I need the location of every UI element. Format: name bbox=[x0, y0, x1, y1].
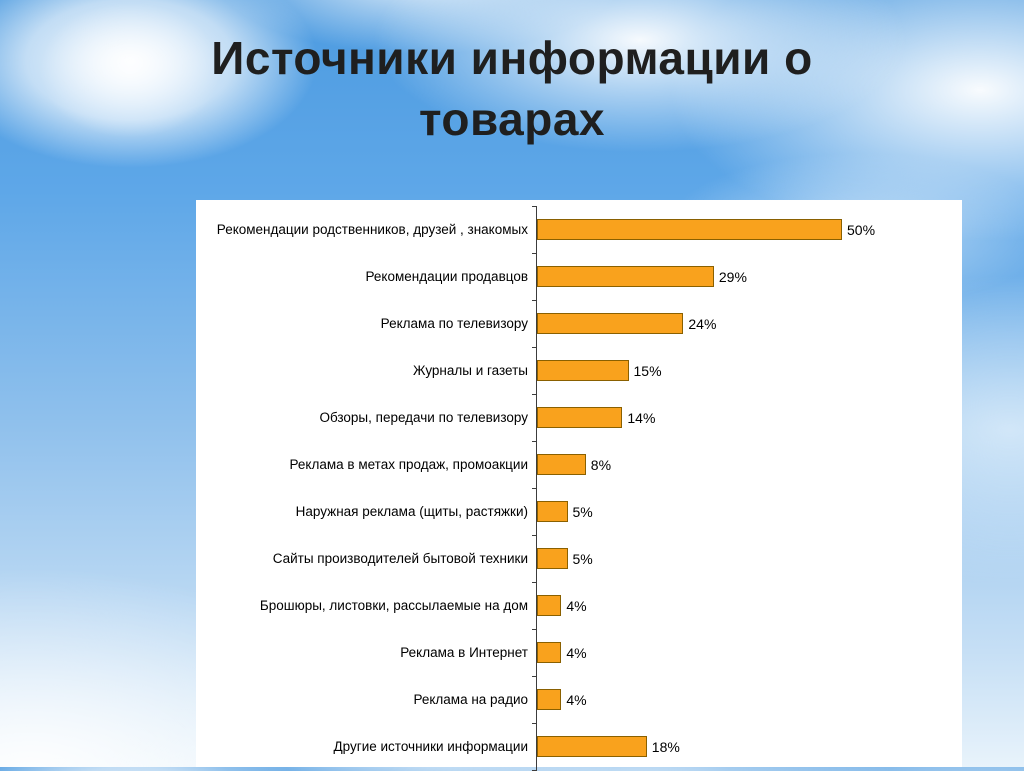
bar-area: 15% bbox=[532, 347, 950, 395]
value-label: 14% bbox=[627, 409, 656, 426]
chart-row: Реклама на радио 4% bbox=[206, 676, 950, 724]
bar-area: 5% bbox=[532, 488, 950, 536]
category-label: Другие источники информации bbox=[333, 738, 528, 754]
value-label: 15% bbox=[633, 362, 662, 379]
chart-row: Рекомендации родственников, друзей , зна… bbox=[206, 205, 950, 254]
value-label: 18% bbox=[651, 738, 680, 755]
chart-row: Другие источники информации 18% bbox=[206, 723, 950, 771]
bar-area: 18% bbox=[532, 723, 950, 771]
bar-area: 4% bbox=[532, 582, 950, 630]
category-label: Брошюры, листовки, рассылаемые на дом bbox=[259, 597, 528, 613]
chart-row: Рекомендации продавцов 29% bbox=[206, 253, 950, 301]
category-label: Обзоры, передачи по телевизору bbox=[319, 409, 528, 425]
bar-area: 4% bbox=[532, 676, 950, 724]
bar-area: 8% bbox=[532, 441, 950, 489]
value-label: 5% bbox=[572, 503, 593, 520]
value-label: 8% bbox=[590, 456, 612, 473]
category-label: Наружная реклама (щиты, растяжки) bbox=[295, 503, 528, 519]
bar bbox=[537, 313, 684, 334]
value-label: 5% bbox=[572, 550, 593, 567]
chart-row: Сайты производителей бытовой техники 5% bbox=[206, 535, 950, 583]
chart-row: Брошюры, листовки, рассылаемые на дом 4% bbox=[206, 582, 950, 630]
bar bbox=[537, 454, 586, 475]
chart-row: Журналы и газеты 15% bbox=[206, 347, 950, 395]
bar bbox=[537, 689, 562, 710]
bar-area: 4% bbox=[532, 629, 950, 677]
bar-area: 29% bbox=[532, 253, 950, 301]
bar bbox=[537, 266, 714, 287]
bar-area: 14% bbox=[532, 394, 950, 442]
category-label: Реклама по телевизору bbox=[380, 315, 528, 331]
category-label: Рекомендации продавцов bbox=[365, 268, 528, 284]
bar bbox=[537, 595, 562, 616]
bar bbox=[537, 642, 562, 663]
slide-title: Источники информации о товарах bbox=[211, 32, 813, 145]
value-label: 4% bbox=[566, 644, 587, 661]
value-label: 29% bbox=[718, 268, 747, 285]
category-label: Реклама на радио bbox=[413, 691, 528, 707]
bar bbox=[537, 360, 629, 381]
category-label: Реклама в метах продаж, промоакции bbox=[289, 456, 529, 472]
bar-area: 50% bbox=[532, 205, 950, 254]
category-label: Сайты производителей бытовой техники bbox=[272, 550, 528, 566]
bar-area: 24% bbox=[532, 300, 950, 348]
chart-panel: Рекомендации родственников, друзей , зна… bbox=[196, 200, 962, 771]
category-label: Журналы и газеты bbox=[413, 362, 528, 378]
bar bbox=[537, 548, 568, 569]
chart-row: Реклама по телевизору 24% bbox=[206, 300, 950, 348]
bar-chart: Рекомендации родственников, друзей , зна… bbox=[206, 205, 950, 771]
value-label: 4% bbox=[566, 691, 587, 708]
bar bbox=[537, 407, 623, 428]
bar bbox=[537, 736, 647, 757]
chart-row: Реклама в метах продаж, промоакции 8% bbox=[206, 441, 950, 489]
bar-area: 5% bbox=[532, 535, 950, 583]
bar bbox=[537, 219, 842, 240]
bar bbox=[537, 501, 568, 522]
chart-row: Наружная реклама (щиты, растяжки) 5% bbox=[206, 488, 950, 536]
value-label: 4% bbox=[566, 597, 587, 614]
category-label: Рекомендации родственников, друзей , зна… bbox=[216, 221, 528, 237]
value-label: 50% bbox=[847, 221, 876, 238]
category-label: Реклама в Интернет bbox=[400, 644, 528, 660]
chart-row: Обзоры, передачи по телевизору 14% bbox=[206, 394, 950, 442]
chart-row: Реклама в Интернет 4% bbox=[206, 629, 950, 677]
value-label: 24% bbox=[688, 315, 717, 332]
